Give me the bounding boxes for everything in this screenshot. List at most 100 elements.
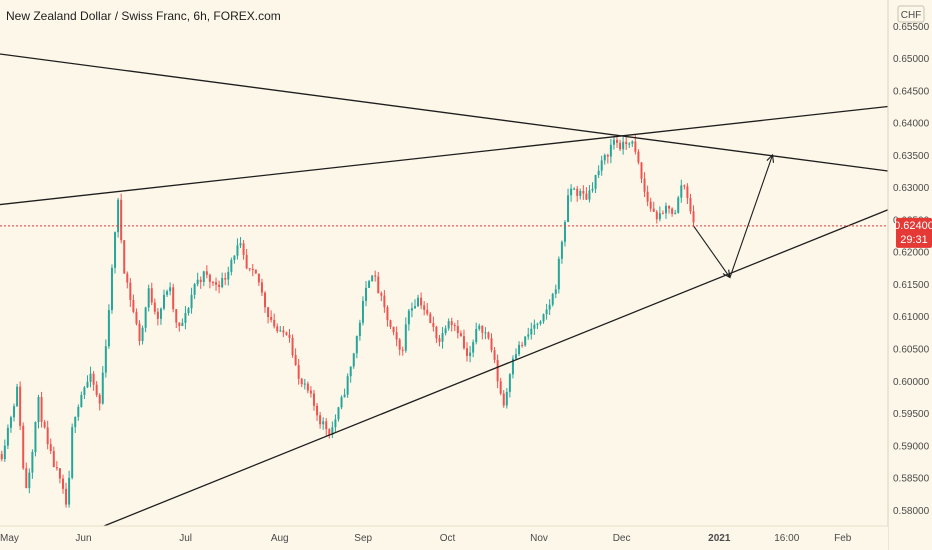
currency-label[interactable]: CHF <box>901 10 922 21</box>
candle-down <box>392 326 395 336</box>
candle-up <box>355 335 358 359</box>
price-tick-label: 0.59500 <box>893 409 930 420</box>
candle-up <box>579 188 582 200</box>
candle-up <box>28 468 31 494</box>
candle-down <box>634 135 637 155</box>
candle-up <box>603 153 606 165</box>
candle-up <box>114 231 117 274</box>
candle-down <box>487 331 490 340</box>
candle-down <box>294 348 297 366</box>
candle-up <box>279 326 282 332</box>
candle-up <box>331 421 334 438</box>
candle-down <box>251 264 254 277</box>
candle-up <box>89 366 92 388</box>
candle-down <box>420 292 423 310</box>
price-tick-label: 0.58000 <box>893 506 930 517</box>
candle-down <box>481 325 484 340</box>
upper-resistance-line <box>0 53 889 172</box>
candle-up <box>303 378 306 390</box>
candle-down <box>401 346 404 356</box>
price-axis[interactable]: CHF 0.655000.650000.645000.640000.635000… <box>887 0 932 550</box>
time-tick-labels: May Jun Jul Aug Sep Oct Nov Dec 2021 16:00 Feb <box>0 533 852 544</box>
candle-down <box>52 446 55 468</box>
candle-down <box>671 207 674 217</box>
candle-up <box>361 296 364 326</box>
price-tick-label: 0.65000 <box>893 54 930 65</box>
candle-down <box>300 377 303 388</box>
price-tick-label: 0.59000 <box>893 441 930 452</box>
candle-down <box>661 210 664 215</box>
candle-down <box>95 381 98 398</box>
candle-up <box>159 307 162 325</box>
candle-up <box>334 414 337 433</box>
candle-down <box>453 322 456 332</box>
candle-down <box>270 310 273 323</box>
time-tick-label: 16:00 <box>774 533 799 544</box>
candle-down <box>178 322 181 332</box>
candle-down <box>466 342 469 362</box>
candle-down <box>205 265 208 279</box>
candle-up <box>71 423 74 480</box>
candle-up <box>410 302 413 318</box>
candle-up <box>221 272 224 289</box>
price-tick-label: 0.61000 <box>893 312 930 323</box>
candle-down <box>22 422 25 470</box>
time-tick-label: Oct <box>440 533 456 544</box>
candle-down <box>282 325 285 338</box>
candle-down <box>652 201 655 212</box>
candle-up <box>567 188 570 223</box>
candle-up <box>196 272 199 287</box>
time-axis[interactable]: May Jun Jul Aug Sep Oct Nov Dec 2021 16:00 Feb <box>0 525 888 550</box>
candle-up <box>545 303 548 320</box>
candle-up <box>349 366 352 383</box>
candle-up <box>144 306 147 333</box>
candle-down <box>211 280 214 287</box>
candle-down <box>248 268 251 272</box>
candle-up <box>365 281 368 307</box>
candle-down <box>132 294 135 314</box>
candle-up <box>560 240 563 264</box>
candle-up <box>346 373 349 398</box>
candle-up <box>631 140 634 147</box>
candle-up <box>202 270 205 287</box>
candle-up <box>184 306 187 330</box>
candle-down <box>649 197 652 212</box>
price-tick-label: 0.64000 <box>893 119 930 130</box>
candle-down <box>319 411 322 429</box>
price-tick-label: 0.62000 <box>893 248 930 259</box>
candle-down <box>377 272 380 294</box>
price-tick-labels: 0.65500 0.65000 0.64500 0.64000 0.63500 0.630… <box>893 22 930 517</box>
candle-up <box>478 323 481 331</box>
candle-up <box>13 403 16 422</box>
candle-up <box>508 373 511 398</box>
candle-down <box>450 317 453 332</box>
candlestick-series <box>0 135 695 508</box>
price-tick-label: 0.60000 <box>893 377 930 388</box>
candle-up <box>340 395 343 410</box>
candle-up <box>594 174 597 194</box>
currency-button[interactable] <box>897 5 925 23</box>
candle-down <box>291 334 294 358</box>
candle-down <box>637 149 640 165</box>
candle-down <box>276 323 279 334</box>
candle-down <box>49 438 52 455</box>
candle-down <box>328 428 331 439</box>
time-tick-label: Jul <box>179 533 192 544</box>
candle-up <box>573 187 576 191</box>
candle-down <box>683 184 686 190</box>
candle-up <box>677 195 680 214</box>
candle-up <box>190 287 193 314</box>
candle-up <box>524 336 527 347</box>
candle-down <box>432 316 435 332</box>
candle-up <box>591 182 594 193</box>
candle-up <box>600 155 603 176</box>
candle-down <box>126 271 129 289</box>
candle-up <box>680 179 683 203</box>
candle-down <box>312 389 315 411</box>
candle-down <box>208 273 211 289</box>
candle-down <box>386 305 389 327</box>
candle-up <box>9 415 12 433</box>
candle-up <box>417 294 420 307</box>
